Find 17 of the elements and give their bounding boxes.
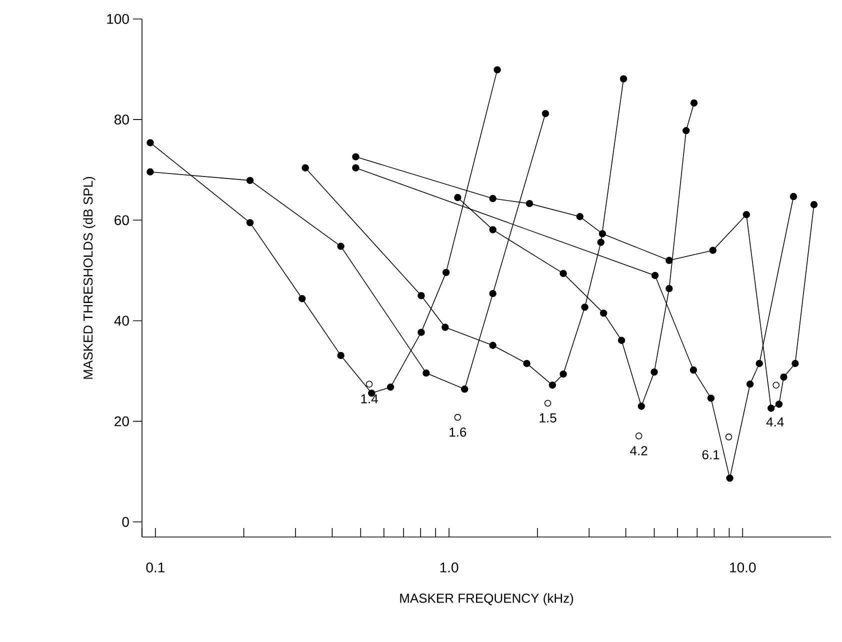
x-axis-title: MASKER FREQUENCY (kHz): [400, 593, 574, 606]
y-tick-label: 20: [114, 416, 129, 426]
x-tick-label: 10.0: [730, 562, 756, 572]
annotation: 4.4: [766, 417, 784, 426]
y-axis-title: MASKED THRESHOLDS (dB SPL): [83, 176, 96, 379]
y-tick-label: 0: [122, 516, 129, 527]
y-tick-label: 60: [114, 215, 129, 226]
y-tick-label: 40: [114, 316, 129, 326]
annotation: 1.4: [361, 394, 378, 404]
annotation: 1.6: [450, 428, 466, 437]
y-tick-label: 100: [107, 14, 129, 24]
annotation: 4.2: [630, 446, 648, 456]
y-tick-label: 80: [114, 114, 129, 125]
x-tick-label: 0.1: [146, 562, 164, 572]
annotation: 1.5: [540, 413, 556, 422]
annotation: 6.1: [702, 450, 720, 460]
x-tick-label: 1.0: [440, 562, 458, 572]
